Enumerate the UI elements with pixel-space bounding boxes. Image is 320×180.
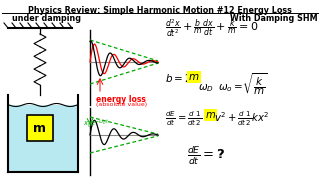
Text: energy loss: energy loss — [96, 95, 146, 104]
Text: m: m — [34, 123, 46, 136]
Text: Physics Review: Simple Harmonic Motion #12 Energy Loss: Physics Review: Simple Harmonic Motion #… — [28, 6, 292, 15]
Text: $\omega_D\;\;\omega_o=\!\sqrt{\dfrac{k}{m}}$: $\omega_D\;\;\omega_o=\!\sqrt{\dfrac{k}{… — [198, 72, 268, 98]
Text: $m$: $m$ — [188, 72, 199, 82]
Text: $\frac{dE}{dt}=\mathbf{?}$: $\frac{dE}{dt}=\mathbf{?}$ — [187, 145, 226, 167]
Text: $b=2$: $b=2$ — [165, 72, 192, 84]
Text: (absolute value): (absolute value) — [96, 102, 147, 107]
Text: With Damping SHM: With Damping SHM — [230, 14, 318, 23]
Text: $\frac{d^2x}{dt^2}+\frac{b}{m}\frac{dx}{dt}+\frac{k}{m}=0$: $\frac{d^2x}{dt^2}+\frac{b}{m}\frac{dx}{… — [165, 18, 258, 39]
Text: $\frac{dE}{dt}=\frac{d}{dt}\frac{1}{2}$: $\frac{dE}{dt}=\frac{d}{dt}\frac{1}{2}$ — [165, 110, 202, 128]
Bar — [8, 105, 78, 172]
Text: $x_0e^{-\omega_D t}$: $x_0e^{-\omega_D t}$ — [83, 118, 109, 130]
Text: $v^2+\frac{d}{dt}\frac{1}{2}kx^2$: $v^2+\frac{d}{dt}\frac{1}{2}kx^2$ — [214, 110, 269, 128]
Bar — [27, 115, 53, 141]
Text: $m$: $m$ — [205, 110, 216, 120]
Text: under damping: under damping — [12, 14, 81, 23]
